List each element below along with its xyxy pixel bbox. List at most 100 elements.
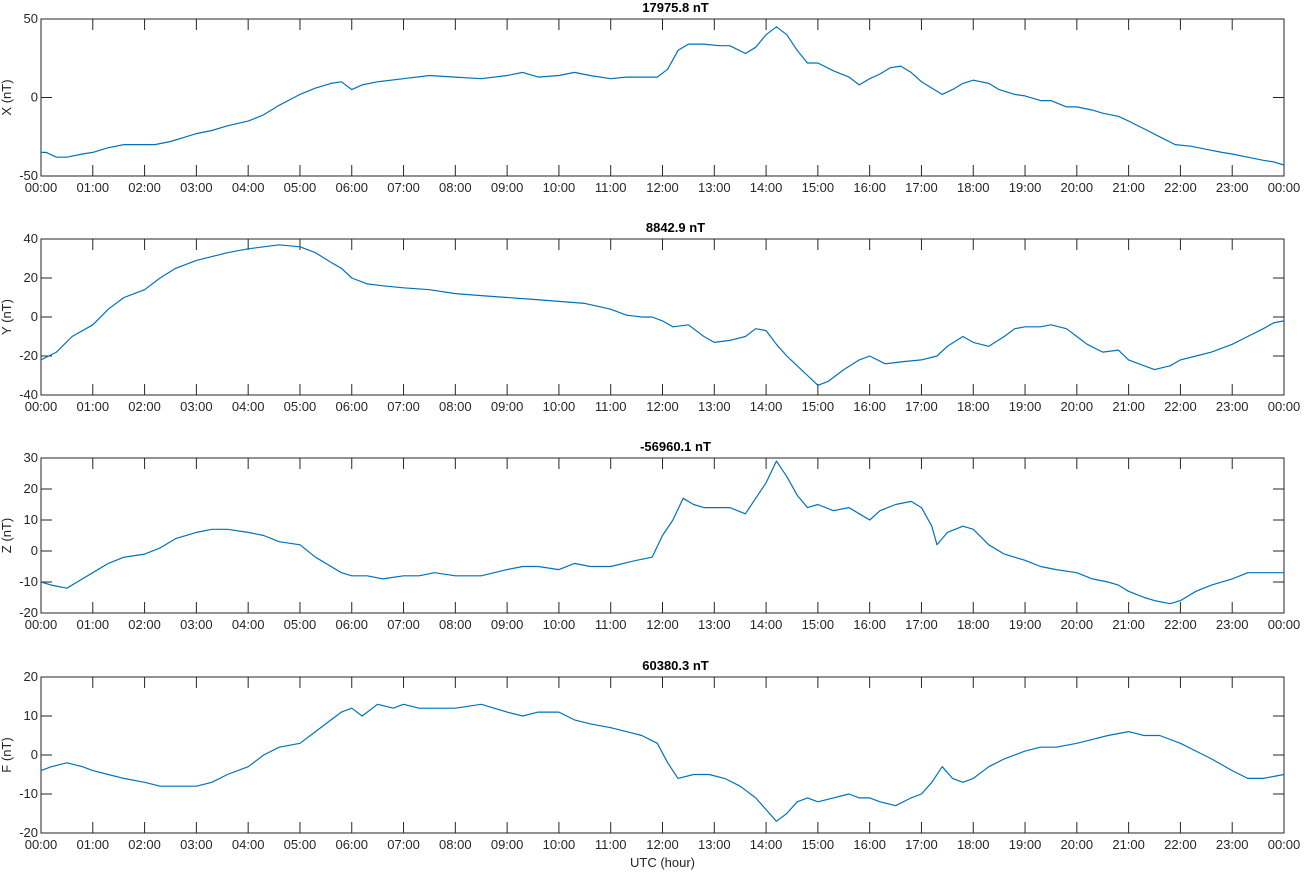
- chart-panel-4: 00:00 01:00 02:00 03:00 04:00 05:00 06:00 07:00…: [0, 658, 1300, 870]
- x-tick-label: 22:00: [1164, 180, 1197, 195]
- x-tick-label: 12:00: [646, 617, 679, 632]
- x-tick-label: 00:00: [25, 617, 58, 632]
- y-tick-label: 0: [31, 90, 38, 105]
- y-tick-label: -20: [19, 605, 38, 620]
- series-line: [40, 703, 1285, 822]
- x-tick-label: 03:00: [180, 180, 213, 195]
- x-tick-label: 23:00: [1216, 399, 1249, 414]
- plot-area: [40, 18, 1285, 177]
- x-tick-label: 13:00: [698, 180, 731, 195]
- chart-panel-3: 00:00 01:00 02:00 03:00 04:00 05:00 06:00 07:00…: [0, 439, 1300, 632]
- x-tick-label: 06:00: [335, 180, 368, 195]
- x-tick-label: 15:00: [802, 180, 835, 195]
- x-tick-label: 18:00: [957, 399, 990, 414]
- x-tick-label: 09:00: [491, 399, 524, 414]
- x-tick-label: 12:00: [646, 399, 679, 414]
- x-tick-label: 13:00: [698, 837, 731, 852]
- x-tick-label: 01:00: [77, 837, 110, 852]
- y-tick-label: 50: [24, 11, 38, 26]
- y-tick-label: 20: [24, 669, 38, 684]
- x-tick-label: 19:00: [1009, 837, 1042, 852]
- y-tick-label: 10: [24, 708, 38, 723]
- x-tick-label: 01:00: [77, 180, 110, 195]
- x-tick-label: 18:00: [957, 837, 990, 852]
- x-tick-label: 16:00: [853, 180, 886, 195]
- x-tick-label: 22:00: [1164, 617, 1197, 632]
- x-tick-label: 20:00: [1061, 617, 1094, 632]
- x-tick-label: 12:00: [646, 837, 679, 852]
- x-tick-label: 22:00: [1164, 399, 1197, 414]
- x-tick-label: 08:00: [439, 837, 472, 852]
- x-tick-label: 00:00: [1268, 617, 1301, 632]
- x-tick-label: 15:00: [802, 617, 835, 632]
- series-line: [40, 460, 1284, 605]
- x-tick-label: 17:00: [905, 399, 938, 414]
- x-tick-label: 02:00: [128, 399, 161, 414]
- x-tick-label: 21:00: [1112, 837, 1145, 852]
- y-tick-label: -10: [19, 574, 38, 589]
- x-tick-label: 07:00: [387, 399, 420, 414]
- x-tick-label: 04:00: [232, 837, 265, 852]
- x-tick-label: 10:00: [543, 617, 576, 632]
- panel-title: 60380.3 nT: [642, 658, 709, 673]
- x-tick-label: 11:00: [595, 399, 627, 414]
- y-tick-label: 0: [31, 309, 38, 324]
- series-line: [41, 26, 1285, 166]
- x-axis-label: UTC (hour): [630, 855, 695, 870]
- x-tick-label: 03:00: [180, 837, 213, 852]
- x-tick-label: 18:00: [957, 617, 990, 632]
- x-tick-label: 16:00: [853, 617, 886, 632]
- x-tick-label: 09:00: [491, 837, 524, 852]
- x-tick-label: 08:00: [439, 617, 472, 632]
- x-tick-label: 02:00: [128, 617, 161, 632]
- y-axis-label: Y (nT): [0, 299, 14, 335]
- x-tick-label: 17:00: [905, 617, 938, 632]
- y-tick-label: -10: [19, 786, 38, 801]
- x-tick-label: 14:00: [750, 617, 783, 632]
- x-tick-label: 00:00: [1268, 180, 1301, 195]
- x-tick-label: 22:00: [1164, 837, 1197, 852]
- y-tick-label: 40: [24, 231, 38, 246]
- chart-panel-2: 00:00 01:00 02:00 03:00 04:00 05:00 06:00 07:00…: [0, 220, 1300, 414]
- y-tick-label: -20: [19, 348, 38, 363]
- x-tick-label: 10:00: [543, 180, 576, 195]
- x-tick-label: 14:00: [750, 837, 783, 852]
- x-tick-label: 17:00: [905, 837, 938, 852]
- x-tick-label: 11:00: [595, 837, 627, 852]
- x-tick-label: 01:00: [77, 617, 110, 632]
- x-tick-label: 19:00: [1009, 399, 1042, 414]
- x-tick-label: 04:00: [232, 180, 265, 195]
- x-tick-label: 11:00: [595, 617, 627, 632]
- x-tick-label: 05:00: [284, 180, 317, 195]
- x-tick-label: 05:00: [284, 837, 317, 852]
- y-tick-label: 0: [31, 543, 38, 558]
- x-tick-label: 12:00: [646, 180, 679, 195]
- x-tick-label: 00:00: [25, 837, 58, 852]
- x-tick-label: 13:00: [698, 399, 731, 414]
- x-tick-label: 10:00: [543, 399, 576, 414]
- x-tick-label: 00:00: [25, 399, 58, 414]
- x-tick-label: 23:00: [1216, 617, 1249, 632]
- x-tick-label: 00:00: [1268, 399, 1301, 414]
- x-tick-label: 17:00: [905, 180, 938, 195]
- x-tick-label: 21:00: [1112, 617, 1145, 632]
- x-tick-label: 16:00: [853, 837, 886, 852]
- x-tick-label: 00:00: [25, 180, 58, 195]
- x-tick-label: 20:00: [1061, 180, 1094, 195]
- x-tick-label: 23:00: [1216, 180, 1249, 195]
- plot-area: [40, 238, 1285, 396]
- x-tick-label: 20:00: [1061, 399, 1094, 414]
- x-tick-label: 14:00: [750, 180, 783, 195]
- x-tick-label: 16:00: [853, 399, 886, 414]
- x-tick-label: 09:00: [491, 617, 524, 632]
- x-tick-label: 00:00: [1268, 837, 1301, 852]
- x-tick-label: 20:00: [1061, 837, 1094, 852]
- x-tick-label: 06:00: [335, 399, 368, 414]
- x-tick-label: 07:00: [387, 617, 420, 632]
- x-tick-label: 09:00: [491, 180, 524, 195]
- x-tick-label: 21:00: [1112, 399, 1145, 414]
- x-tick-label: 02:00: [128, 180, 161, 195]
- y-tick-label: -40: [19, 387, 38, 402]
- x-tick-label: 05:00: [284, 399, 317, 414]
